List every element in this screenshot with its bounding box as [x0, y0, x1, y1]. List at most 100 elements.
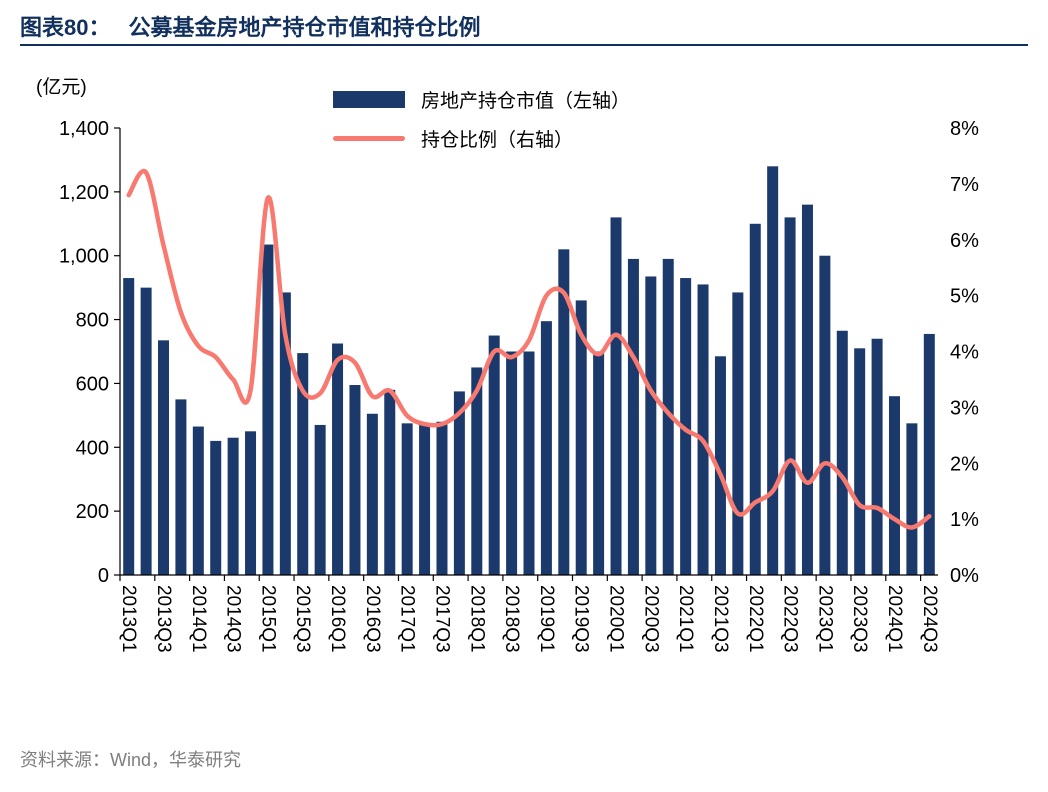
x-axis-label: 2018Q1: [466, 585, 487, 653]
left-tick-label: 200: [76, 501, 109, 523]
bar-2017Q2: [419, 424, 431, 575]
bar-2016Q2: [349, 385, 361, 575]
left-tick-label: 1,200: [59, 182, 109, 204]
x-axis-label: 2020Q3: [640, 585, 661, 653]
legend-item-line: 持仓比例（右轴）: [333, 125, 630, 152]
bar-2013Q3: [158, 340, 170, 575]
bar-2013Q4: [175, 399, 187, 575]
x-axis-label: 2024Q3: [919, 585, 940, 653]
right-tick-label: 8%: [950, 118, 979, 140]
x-axis-label: 2014Q1: [188, 585, 209, 653]
bar-2016Q3: [366, 413, 378, 575]
title-underline: [20, 44, 1028, 46]
x-axis-label: 2016Q1: [327, 585, 348, 653]
bar-2020Q3: [645, 276, 657, 575]
bar-2023Q2: [836, 330, 848, 575]
bar-2018Q2: [488, 335, 500, 575]
bar-2018Q3: [506, 351, 518, 575]
x-axis-label: 2023Q1: [814, 585, 835, 653]
bar-2024Q3: [923, 333, 935, 575]
left-tick-label: 600: [76, 373, 109, 395]
bar-2020Q4: [662, 258, 674, 575]
right-tick-label: 2%: [950, 453, 979, 475]
x-axis-label: 2021Q1: [675, 585, 696, 653]
bar-2018Q1: [471, 367, 483, 575]
right-tick-label: 0%: [950, 565, 979, 587]
bar-2019Q3: [575, 300, 587, 575]
x-axis-label: 2019Q1: [536, 585, 557, 653]
x-axis-label: 2014Q3: [223, 585, 244, 653]
bar-2018Q4: [523, 351, 535, 575]
figure-title-text: 公募基金房地产持仓市值和持仓比例: [128, 15, 481, 40]
bar-2015Q3: [297, 353, 309, 575]
bar-2013Q1: [123, 278, 135, 575]
bar-2021Q1: [680, 278, 692, 575]
bar-2019Q2: [558, 249, 570, 575]
bar-2017Q1: [401, 423, 413, 575]
bar-2023Q3: [854, 348, 866, 575]
bar-2014Q1: [192, 426, 204, 575]
bar-2014Q2: [210, 440, 222, 575]
bar-2016Q4: [384, 389, 396, 575]
right-tick-label: 7%: [950, 174, 979, 196]
right-tick-label: 3%: [950, 397, 979, 419]
bar-2023Q1: [819, 255, 831, 575]
bar-2019Q4: [593, 351, 605, 575]
bar-2014Q3: [227, 437, 239, 575]
left-tick-label: 400: [76, 437, 109, 459]
bar-2022Q1: [749, 223, 761, 576]
bar-2017Q4: [453, 391, 465, 575]
bar-2021Q3: [714, 356, 726, 575]
right-tick-label: 1%: [950, 509, 979, 531]
left-tick-label: 800: [76, 310, 109, 332]
bar-series-label: 房地产持仓市值（左轴）: [421, 91, 631, 112]
line-series-swatch: [333, 136, 405, 141]
x-axis-label: 2024Q1: [884, 585, 905, 653]
bar-2020Q1: [610, 217, 622, 575]
bar-2022Q3: [784, 217, 796, 575]
bar-2021Q4: [732, 292, 744, 575]
right-tick-label: 4%: [950, 342, 979, 364]
x-axis-label: 2022Q1: [745, 585, 766, 653]
chart-legend: 房地产持仓市值（左轴） 持仓比例（右轴）: [333, 86, 630, 152]
bar-2023Q4: [871, 338, 883, 575]
figure-number-label: 图表80：: [20, 15, 111, 40]
x-axis-label: 2013Q3: [153, 585, 174, 653]
left-tick-label: 1,000: [59, 246, 109, 268]
left-tick-label: 1,400: [59, 118, 109, 140]
x-axis-label: 2016Q3: [362, 585, 383, 653]
x-axis-label: 2023Q3: [849, 585, 870, 653]
legend-item-bar: 房地产持仓市值（左轴）: [333, 86, 630, 113]
bar-2014Q4: [245, 431, 257, 575]
bar-2016Q1: [332, 343, 344, 575]
bar-2022Q4: [801, 204, 813, 575]
bar-2015Q2: [279, 292, 291, 575]
bar-2015Q1: [262, 244, 274, 576]
right-tick-label: 6%: [950, 230, 979, 252]
x-axis-label: 2017Q1: [397, 585, 418, 653]
x-axis-label: 2015Q1: [257, 585, 278, 653]
left-axis-unit-label: (亿元): [36, 77, 87, 98]
bar-2022Q2: [767, 166, 779, 575]
x-axis-label: 2021Q3: [710, 585, 731, 653]
x-axis-label: 2018Q3: [501, 585, 522, 653]
x-axis-label: 2013Q1: [118, 585, 139, 653]
x-axis-label: 2019Q3: [571, 585, 592, 653]
line-series-label: 持仓比例（右轴）: [421, 130, 574, 151]
x-axis-label: 2020Q1: [606, 585, 627, 653]
bar-series-swatch: [333, 91, 405, 108]
source-note: 资料来源：Wind，华泰研究: [20, 750, 242, 770]
x-axis-label: 2015Q3: [292, 585, 313, 653]
ratio-line: [126, 168, 932, 530]
figure-title: 图表80： 公募基金房地产持仓市值和持仓比例: [20, 10, 481, 42]
bar-2015Q4: [314, 424, 326, 575]
bar-2019Q1: [540, 321, 552, 575]
x-axis-label: 2022Q3: [780, 585, 801, 653]
bar-2024Q1: [888, 396, 900, 575]
right-tick-label: 5%: [950, 286, 979, 308]
bar-2017Q3: [436, 421, 448, 575]
bar-2020Q2: [627, 258, 639, 575]
bar-2024Q2: [906, 423, 918, 575]
